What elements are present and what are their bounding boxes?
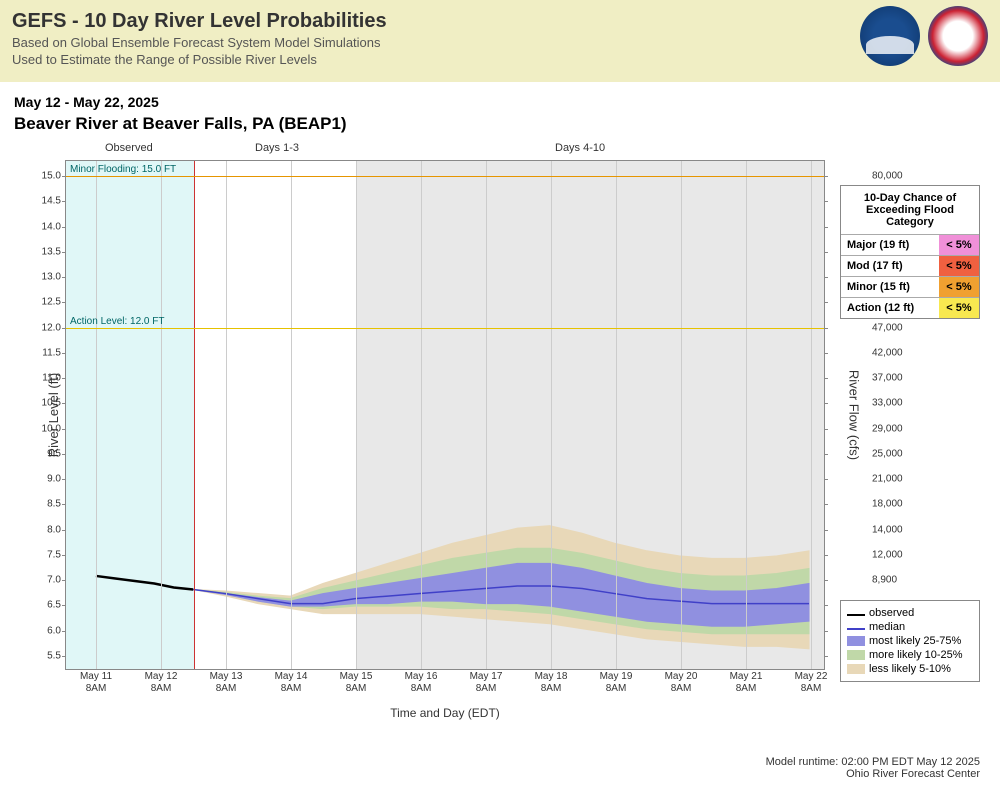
y-tick-left: 12.0: [31, 322, 61, 333]
footer-source: Ohio River Forecast Center: [766, 768, 980, 780]
legend: observed median most likely 25-75% more lik…: [840, 600, 980, 682]
region-days13: Days 1-3: [255, 142, 299, 154]
y-tick-left: 7.0: [31, 575, 61, 586]
y-tick-right: 25,000: [872, 448, 903, 459]
x-tick: May 198AM: [600, 671, 633, 695]
x-tick: May 208AM: [665, 671, 698, 695]
y-tick-left: 8.5: [31, 499, 61, 510]
exceed-table: 10-Day Chance of Exceeding Flood Categor…: [840, 185, 980, 319]
footer: Model runtime: 02:00 PM EDT May 12 2025 …: [766, 756, 980, 780]
legend-row: more likely 10-25%: [847, 649, 973, 661]
y-tick-left: 14.5: [31, 196, 61, 207]
threshold-label: Minor Flooding: 15.0 FT: [70, 164, 176, 175]
noaa-logo-icon: [860, 6, 920, 66]
y-axis-label-right: River Flow (cfs): [846, 370, 861, 460]
y-tick-right: 47,000: [872, 322, 903, 333]
y-tick-right: 29,000: [872, 423, 903, 434]
header-title: GEFS - 10 Day River Level Probabilities: [12, 10, 988, 33]
legend-row: observed: [847, 607, 973, 619]
y-tick-left: 6.5: [31, 600, 61, 611]
region-days410: Days 4-10: [555, 142, 605, 154]
x-tick: May 148AM: [275, 671, 308, 695]
y-tick-right: 18,000: [872, 499, 903, 510]
y-tick-right: 12,000: [872, 549, 903, 560]
exceed-row: Action (12 ft)< 5%: [841, 297, 979, 318]
y-tick-left: 5.5: [31, 650, 61, 661]
threshold-line: Action Level: 12.0 FT: [66, 328, 824, 329]
y-tick-left: 8.0: [31, 524, 61, 535]
y-tick-left: 6.0: [31, 625, 61, 636]
y-tick-left: 14.0: [31, 221, 61, 232]
header-subtitle-2: Used to Estimate the Range of Possible R…: [12, 52, 988, 67]
y-tick-right: 80,000: [872, 171, 903, 182]
x-tick: May 168AM: [405, 671, 438, 695]
exceed-row: Major (19 ft)< 5%: [841, 234, 979, 255]
y-tick-left: 9.0: [31, 474, 61, 485]
threshold-line: Minor Flooding: 15.0 FT: [66, 176, 824, 177]
header-subtitle-1: Based on Global Ensemble Forecast System…: [12, 35, 988, 50]
y-tick-left: 7.5: [31, 549, 61, 560]
legend-row: median: [847, 621, 973, 633]
x-tick: May 228AM: [795, 671, 828, 695]
observed-line: [96, 576, 193, 590]
x-tick: May 218AM: [730, 671, 763, 695]
region-observed: Observed: [105, 142, 153, 154]
logos: [860, 6, 988, 66]
legend-row: less likely 5-10%: [847, 663, 973, 675]
x-tick: May 118AM: [80, 671, 112, 695]
x-tick: May 158AM: [340, 671, 373, 695]
y-tick-right: 33,000: [872, 398, 903, 409]
x-axis-label: Time and Day (EDT): [65, 706, 825, 720]
x-tick: May 178AM: [470, 671, 503, 695]
legend-row: most likely 25-75%: [847, 635, 973, 647]
location-title: Beaver River at Beaver Falls, PA (BEAP1): [14, 114, 1000, 134]
x-tick: May 128AM: [145, 671, 178, 695]
nws-logo-icon: [928, 6, 988, 66]
footer-runtime: Model runtime: 02:00 PM EDT May 12 2025: [766, 756, 980, 768]
now-line: [194, 161, 195, 669]
exceed-title: 10-Day Chance of Exceeding Flood Categor…: [841, 186, 979, 234]
x-tick: May 188AM: [535, 671, 568, 695]
data-layer: [66, 161, 824, 669]
header: GEFS - 10 Day River Level Probabilities …: [0, 0, 1000, 82]
y-tick-left: 13.0: [31, 272, 61, 283]
y-tick-left: 13.5: [31, 246, 61, 257]
y-tick-right: 14,000: [872, 524, 903, 535]
date-range: May 12 - May 22, 2025: [14, 94, 1000, 110]
y-tick-right: 8,900: [872, 575, 897, 586]
y-tick-left: 15.0: [31, 171, 61, 182]
region-labels: Observed Days 1-3 Days 4-10: [65, 142, 825, 160]
exceed-row: Mod (17 ft)< 5%: [841, 255, 979, 276]
x-tick: May 138AM: [210, 671, 243, 695]
y-tick-right: 21,000: [872, 474, 903, 485]
exceed-row: Minor (15 ft)< 5%: [841, 276, 979, 297]
y-tick-right: 37,000: [872, 373, 903, 384]
y-axis-label-left: River Level (ft): [46, 373, 61, 458]
x-ticks: May 118AM May 128AM May 138AM May 148AM May …: [66, 671, 824, 699]
chart: Observed Days 1-3 Days 4-10 5.56.06.57.0…: [65, 142, 825, 720]
y-tick-left: 11.5: [31, 347, 61, 358]
threshold-label: Action Level: 12.0 FT: [70, 316, 165, 327]
y-tick-right: 42,000: [872, 347, 903, 358]
y-tick-left: 12.5: [31, 297, 61, 308]
plot-area: 5.56.06.57.07.58.08.59.09.510.010.511.01…: [65, 160, 825, 670]
